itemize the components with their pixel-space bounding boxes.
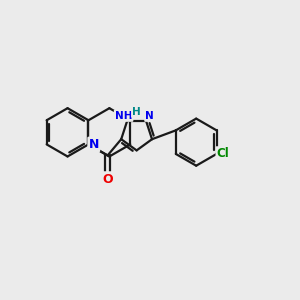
Text: H: H: [132, 107, 141, 117]
Text: NH: NH: [115, 111, 132, 121]
Text: N: N: [88, 138, 99, 151]
Text: N: N: [88, 138, 99, 151]
Text: N: N: [145, 111, 154, 121]
Text: NH: NH: [115, 111, 132, 121]
Text: N: N: [145, 111, 154, 121]
Text: H: H: [132, 107, 141, 117]
Text: O: O: [102, 172, 113, 185]
Text: O: O: [102, 172, 113, 185]
Text: Cl: Cl: [217, 147, 230, 161]
Text: Cl: Cl: [217, 147, 230, 161]
